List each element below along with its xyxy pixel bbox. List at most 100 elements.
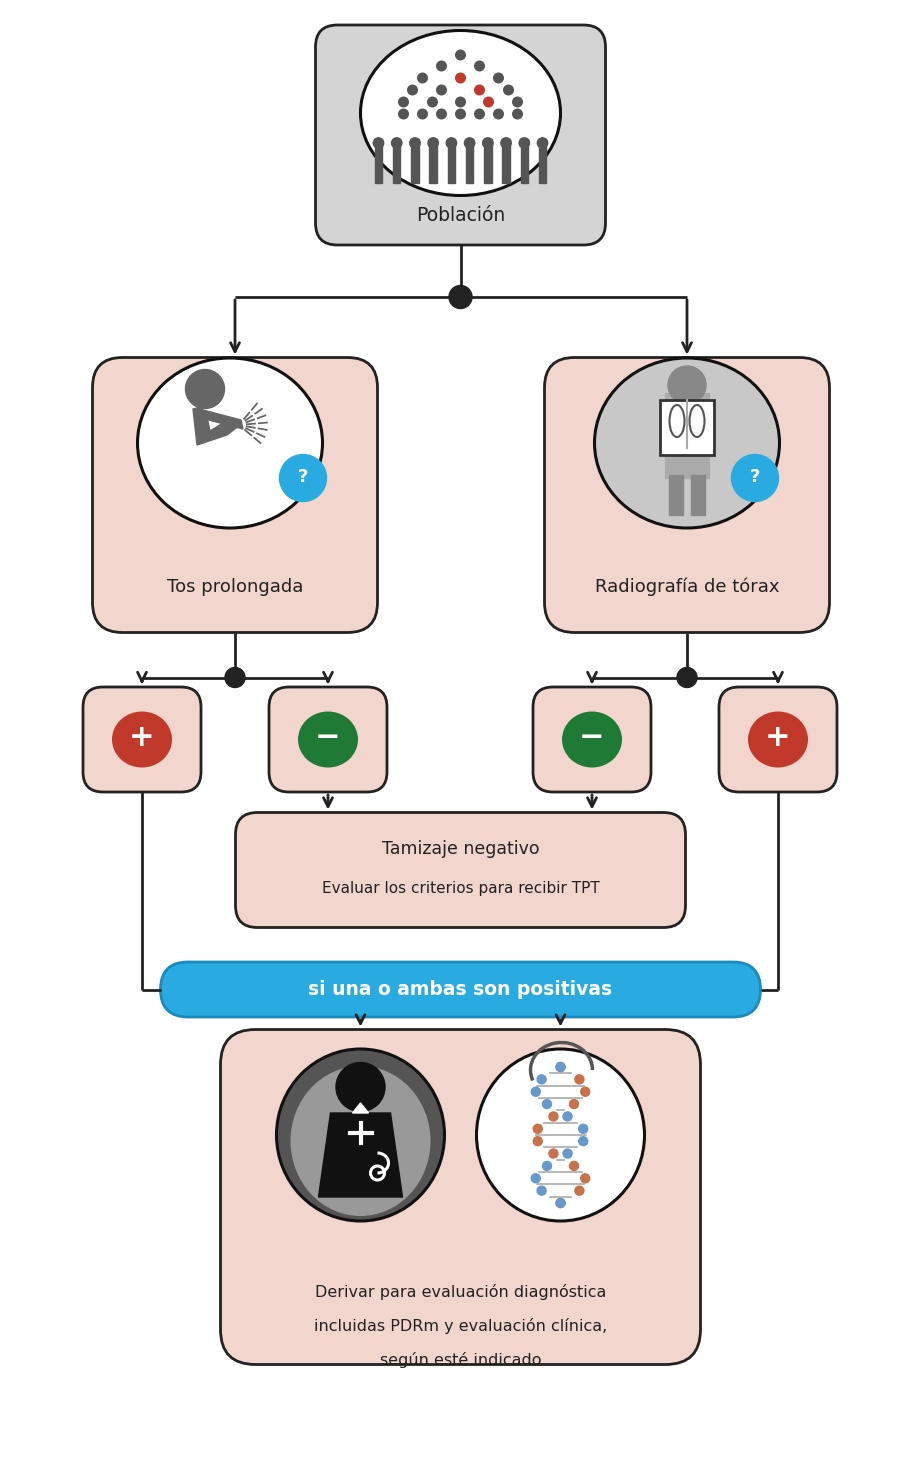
Circle shape (279, 454, 327, 502)
Circle shape (556, 1063, 565, 1072)
Text: +: + (129, 724, 155, 752)
Circle shape (437, 110, 447, 118)
Text: ?: ? (297, 468, 309, 485)
FancyBboxPatch shape (83, 687, 201, 792)
Bar (691, 475, 705, 515)
Circle shape (537, 1185, 546, 1196)
Circle shape (668, 366, 706, 404)
Bar (411, 139, 419, 184)
Bar (429, 139, 437, 184)
Circle shape (549, 1111, 558, 1120)
Circle shape (399, 110, 408, 118)
Bar (484, 139, 492, 184)
Polygon shape (193, 407, 240, 445)
Circle shape (474, 110, 484, 118)
Circle shape (578, 1125, 588, 1134)
Circle shape (578, 1137, 588, 1146)
Text: Población: Población (416, 206, 505, 225)
Text: −: − (579, 724, 605, 752)
Ellipse shape (137, 358, 322, 528)
Bar (448, 139, 455, 184)
Circle shape (537, 138, 548, 148)
Circle shape (556, 1199, 565, 1208)
Bar (539, 139, 546, 184)
Bar (660, 400, 714, 454)
Text: −: − (315, 724, 341, 752)
Text: si una o ambas son positivas: si una o ambas son positivas (309, 980, 612, 999)
Circle shape (437, 61, 447, 71)
Circle shape (575, 1074, 584, 1083)
Circle shape (456, 50, 465, 59)
Circle shape (474, 61, 484, 71)
Ellipse shape (276, 1049, 445, 1221)
Circle shape (533, 1137, 542, 1146)
Circle shape (456, 73, 465, 83)
Circle shape (569, 1100, 578, 1109)
Circle shape (513, 98, 522, 107)
Circle shape (373, 138, 384, 148)
Text: según esté indicado: según esté indicado (379, 1353, 542, 1368)
Ellipse shape (476, 1049, 645, 1221)
Polygon shape (203, 410, 243, 429)
Circle shape (336, 1063, 385, 1111)
Circle shape (581, 1088, 589, 1097)
Text: +: + (765, 724, 791, 752)
Bar (669, 475, 683, 515)
Circle shape (542, 1162, 552, 1171)
Bar (665, 394, 709, 478)
Text: ?: ? (750, 468, 760, 485)
Circle shape (542, 1100, 552, 1109)
Circle shape (484, 98, 494, 107)
Circle shape (575, 1185, 584, 1196)
Bar (375, 139, 382, 184)
Circle shape (185, 370, 225, 408)
Bar (466, 139, 473, 184)
Ellipse shape (298, 712, 358, 768)
Circle shape (501, 138, 511, 148)
Circle shape (418, 73, 427, 83)
Bar (520, 139, 528, 184)
Circle shape (533, 1125, 542, 1134)
FancyBboxPatch shape (220, 1030, 701, 1365)
Polygon shape (353, 1103, 368, 1113)
Circle shape (494, 73, 503, 83)
Circle shape (531, 1174, 541, 1183)
Circle shape (563, 1148, 572, 1157)
FancyBboxPatch shape (160, 962, 761, 1017)
Circle shape (513, 110, 522, 118)
FancyBboxPatch shape (533, 687, 651, 792)
Circle shape (456, 110, 465, 118)
Circle shape (556, 1199, 565, 1208)
Ellipse shape (594, 358, 779, 528)
Circle shape (410, 138, 420, 148)
Circle shape (437, 86, 447, 95)
Text: Radiografía de tórax: Radiografía de tórax (595, 577, 779, 596)
Circle shape (449, 286, 472, 308)
Circle shape (549, 1148, 558, 1157)
Text: Evaluar los criterios para recibir TPT: Evaluar los criterios para recibir TPT (321, 881, 600, 895)
Circle shape (464, 138, 475, 148)
Bar (502, 139, 510, 184)
Ellipse shape (690, 406, 705, 437)
FancyBboxPatch shape (269, 687, 387, 792)
Circle shape (456, 98, 465, 107)
Bar (393, 139, 401, 184)
Circle shape (225, 667, 245, 688)
Circle shape (677, 667, 697, 688)
Circle shape (563, 1111, 572, 1120)
Circle shape (519, 138, 530, 148)
Circle shape (504, 86, 513, 95)
Ellipse shape (748, 712, 808, 768)
Text: Tos prolongada: Tos prolongada (167, 579, 303, 596)
Ellipse shape (112, 712, 172, 768)
Ellipse shape (562, 712, 622, 768)
Text: Derivar para evaluación diagnóstica: Derivar para evaluación diagnóstica (315, 1285, 606, 1299)
Circle shape (537, 1074, 546, 1083)
Circle shape (474, 86, 484, 95)
Circle shape (428, 138, 438, 148)
FancyBboxPatch shape (544, 358, 830, 632)
Circle shape (569, 1162, 578, 1171)
FancyBboxPatch shape (316, 25, 605, 246)
FancyBboxPatch shape (92, 358, 378, 632)
Circle shape (399, 98, 408, 107)
